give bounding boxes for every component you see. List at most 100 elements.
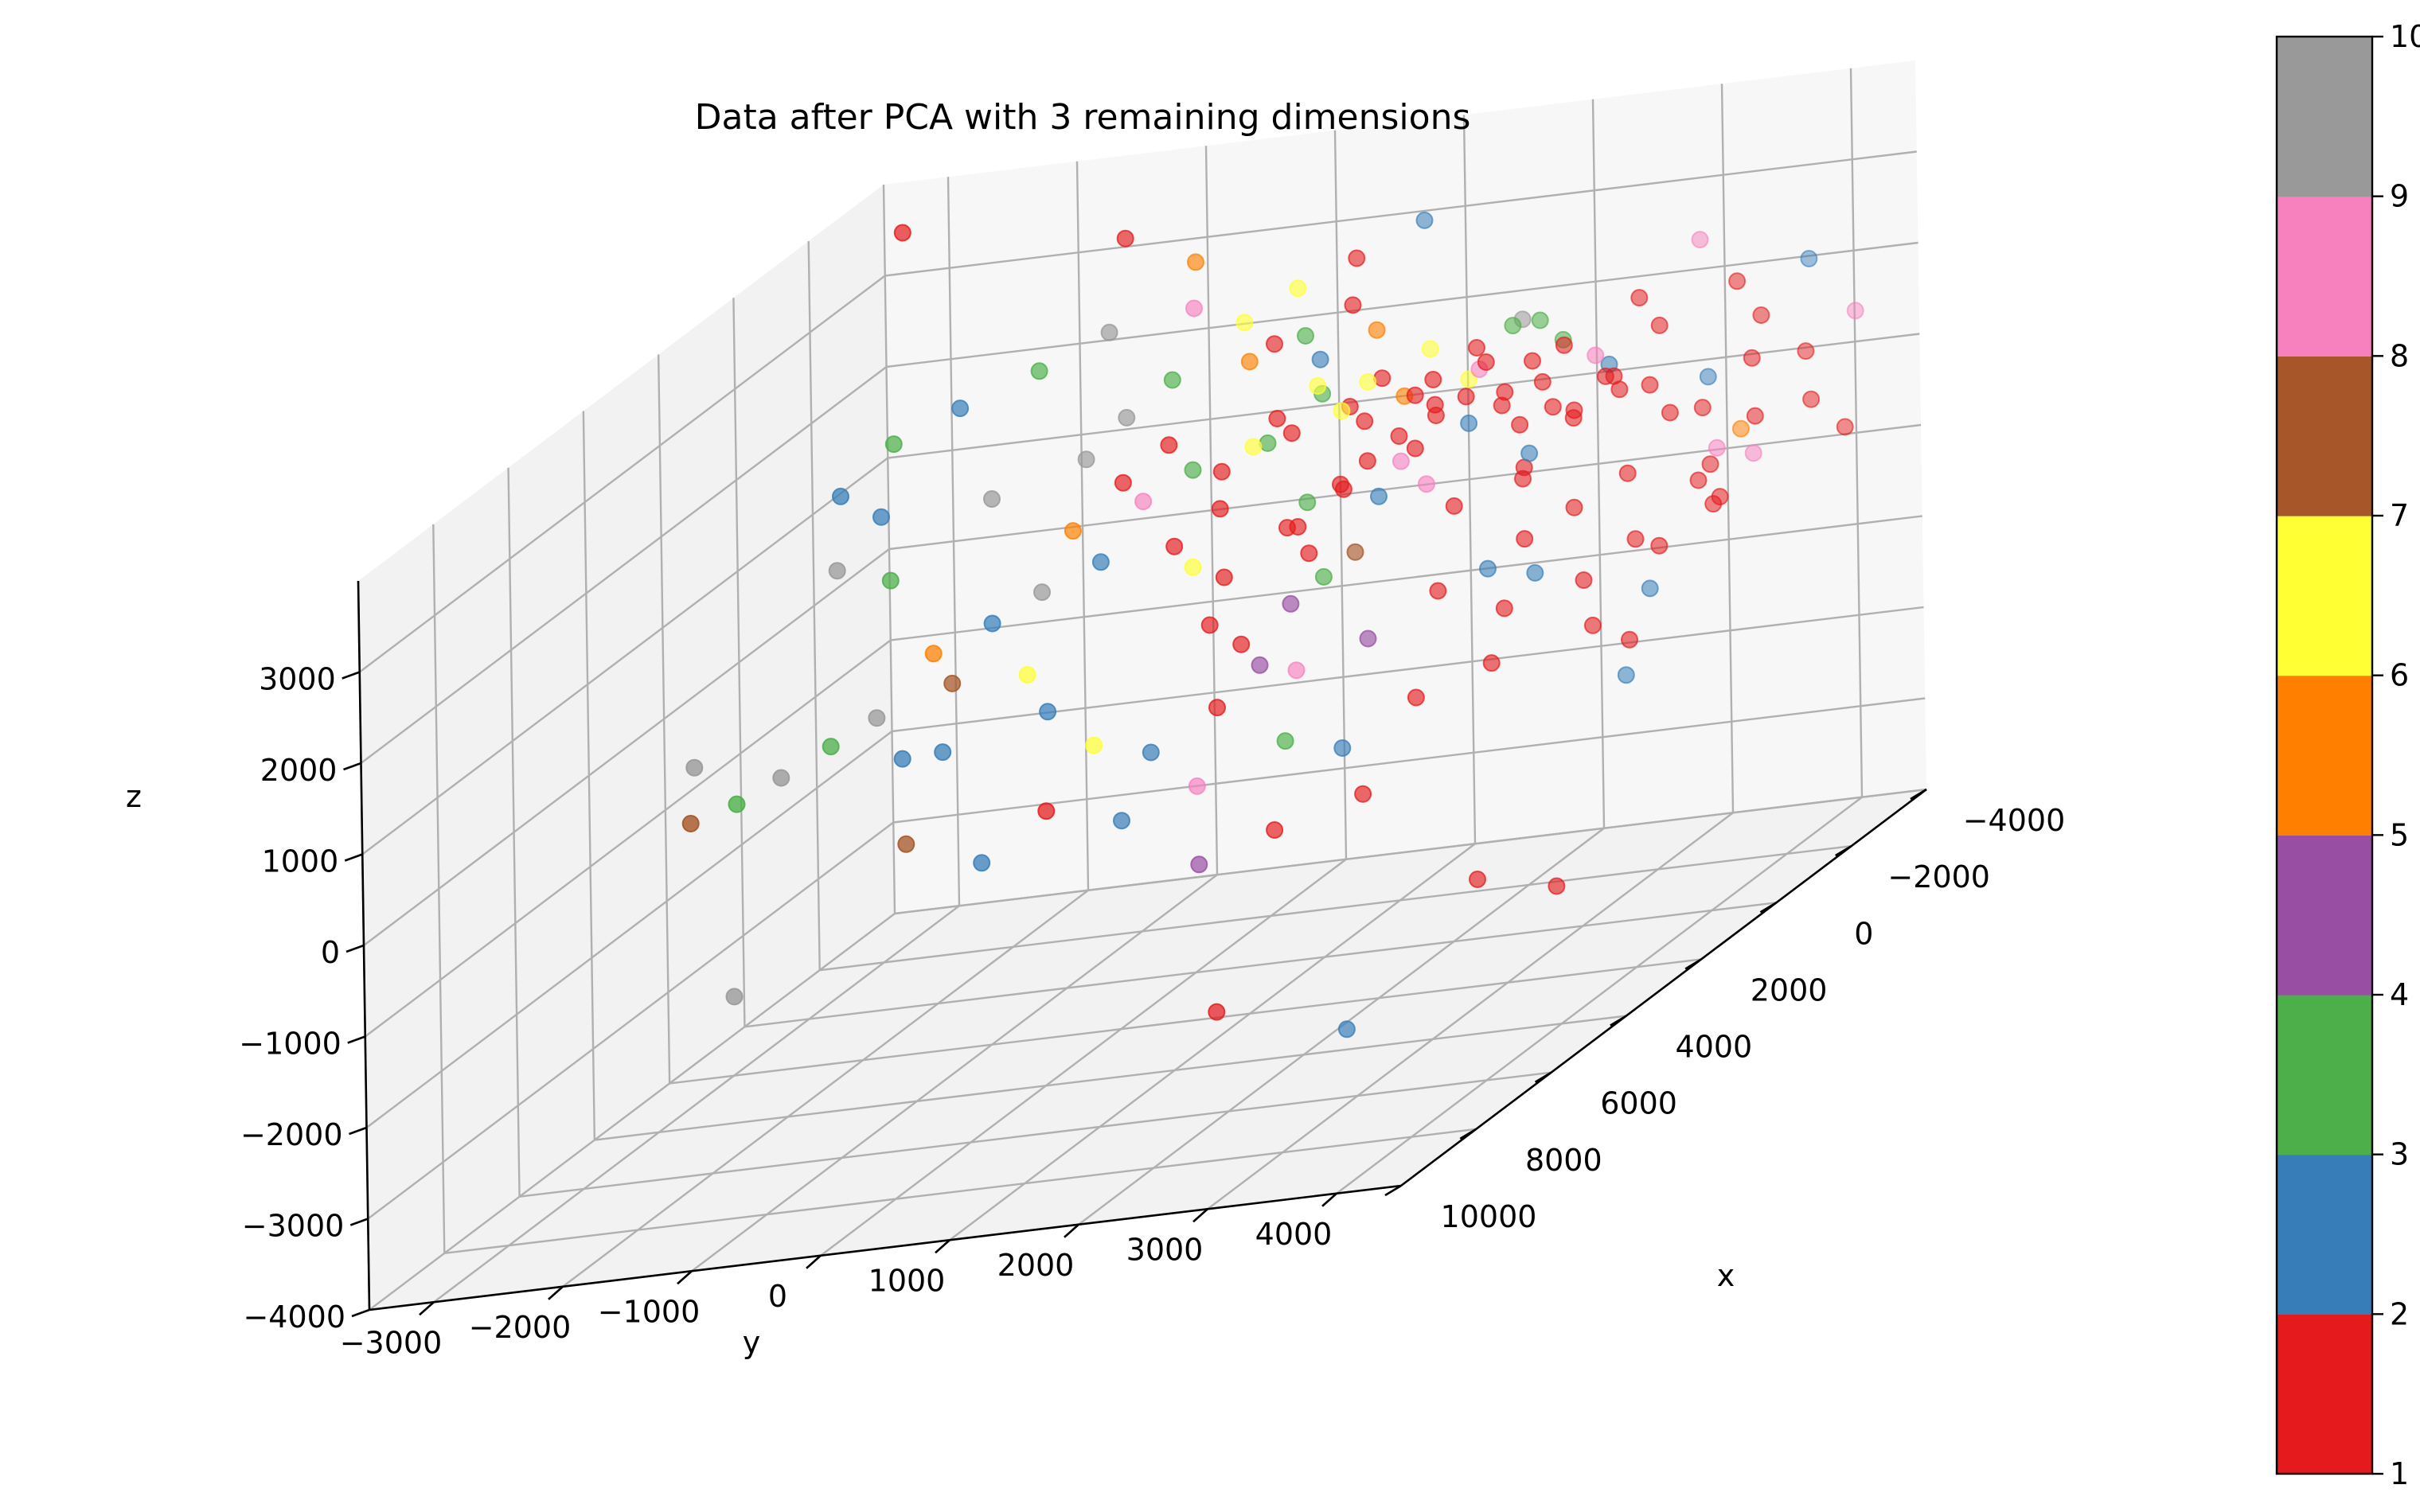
colorbar-tick-label: 7 [2390, 498, 2409, 533]
scatter-point [1232, 635, 1251, 653]
z-tick-label: −4000 [243, 1300, 345, 1335]
scatter-point [1037, 802, 1056, 820]
scatter-point [1134, 493, 1153, 511]
scatter-point [1421, 340, 1439, 358]
x-tick-mark [1459, 1128, 1477, 1140]
scatter-point [1300, 544, 1318, 563]
scatter-point [1531, 311, 1549, 329]
colorbar-tick-label: 10 [2390, 19, 2420, 54]
scatter-point [1701, 455, 1719, 473]
scatter-point [1289, 518, 1307, 536]
scatter-point [1482, 654, 1501, 672]
scatter-point [1030, 362, 1048, 380]
scatter-point [1348, 249, 1366, 267]
scatter-point [1699, 368, 1717, 386]
scatter-point [1618, 464, 1637, 482]
scatter-point [1268, 410, 1286, 427]
scatter-point [1457, 388, 1475, 406]
scatter-point [1743, 349, 1761, 367]
scatter-point [1744, 444, 1762, 462]
scatter-point [1077, 450, 1095, 469]
scatter-point [1544, 398, 1562, 416]
scatter-point [1314, 567, 1333, 586]
x-tick-mark [1534, 1071, 1552, 1083]
grid-line [744, 902, 1777, 1028]
scatter-point [1711, 488, 1729, 506]
y-tick-label: 4000 [1255, 1217, 1333, 1252]
scatter-point [1406, 439, 1424, 458]
scatter-points [681, 211, 1864, 1039]
z-tick-label: 1000 [262, 844, 339, 879]
chart-title: Data after PCA with 3 remaining dimensio… [695, 97, 1471, 138]
x-tick-label: 8000 [1525, 1143, 1602, 1178]
scatter-point [1309, 377, 1327, 395]
grid-line [359, 275, 886, 673]
scatter-point [1287, 661, 1306, 680]
x-axis-line [1400, 788, 1927, 1187]
y-tick-mark [935, 1239, 950, 1254]
scatter-point [1187, 253, 1204, 271]
floor-pane [369, 789, 1926, 1310]
scatter-point [1728, 272, 1747, 290]
grid-line [890, 515, 1922, 641]
scatter-point [1266, 821, 1284, 839]
scatter-point [924, 645, 943, 663]
scatter-point [1368, 321, 1386, 339]
scatter-point [951, 399, 970, 418]
y-tick-label: −1000 [598, 1294, 701, 1329]
scatter-point [1691, 231, 1709, 249]
x-axis-label: x [1717, 1258, 1735, 1293]
grid-line [361, 457, 888, 855]
z-tick-label: −3000 [242, 1209, 345, 1244]
y-tick-mark [677, 1270, 693, 1285]
scatter-point [1524, 352, 1541, 370]
scatter-point [1548, 877, 1566, 895]
scatter-point [725, 988, 744, 1006]
colorbar-tick-label: 6 [2390, 658, 2409, 693]
scatter-point [1185, 299, 1203, 318]
grid-lines [357, 68, 1927, 1311]
scatter-point [1511, 415, 1529, 434]
scatter-point [1240, 353, 1259, 371]
scatter-point [893, 224, 911, 242]
scatter-point [1424, 371, 1442, 388]
scatter-point [1564, 409, 1583, 427]
scatter-point [1800, 250, 1818, 267]
scatter-point [1337, 1020, 1356, 1039]
scatter-point [1641, 579, 1659, 598]
grid-line [363, 548, 890, 946]
scatter-point [1392, 452, 1410, 470]
scatter-point [1526, 563, 1544, 582]
x-tick-mark [1835, 845, 1852, 857]
scatter-point [1251, 656, 1269, 674]
y-tick-label: 3000 [1126, 1232, 1204, 1267]
z-tick-label: 3000 [259, 662, 336, 697]
grid-line [365, 731, 893, 1128]
scatter-point [1359, 372, 1377, 391]
y-tick-mark [806, 1254, 822, 1269]
y-axis-label: y [743, 1325, 761, 1360]
grid-line [444, 1128, 1477, 1255]
scatter-point [1746, 407, 1764, 425]
scatter-point [1334, 480, 1352, 498]
scatter-point [685, 758, 704, 777]
scatter-point [1276, 732, 1294, 750]
scatter-point [1018, 666, 1036, 684]
y-tick-label: 2000 [997, 1248, 1075, 1283]
x-tick-mark [1684, 958, 1702, 970]
x-tick-label: 4000 [1676, 1030, 1753, 1065]
scatter-point [881, 571, 900, 590]
scatter-point [1460, 414, 1478, 432]
scatter-point [1641, 376, 1659, 394]
scatter-point [1575, 571, 1593, 589]
scatter-point [1356, 412, 1374, 431]
z-tick-mark [343, 762, 361, 771]
x-tick-label: −2000 [1887, 859, 1990, 894]
y-tick-mark [1321, 1192, 1337, 1207]
x-tick-mark [1759, 902, 1778, 914]
grid-line [519, 1071, 1552, 1198]
y-tick-label: −3000 [340, 1325, 443, 1360]
scatter-point [1390, 427, 1408, 445]
colorbar-segment [2277, 37, 2372, 197]
colorbar-segment [2277, 1154, 2372, 1315]
